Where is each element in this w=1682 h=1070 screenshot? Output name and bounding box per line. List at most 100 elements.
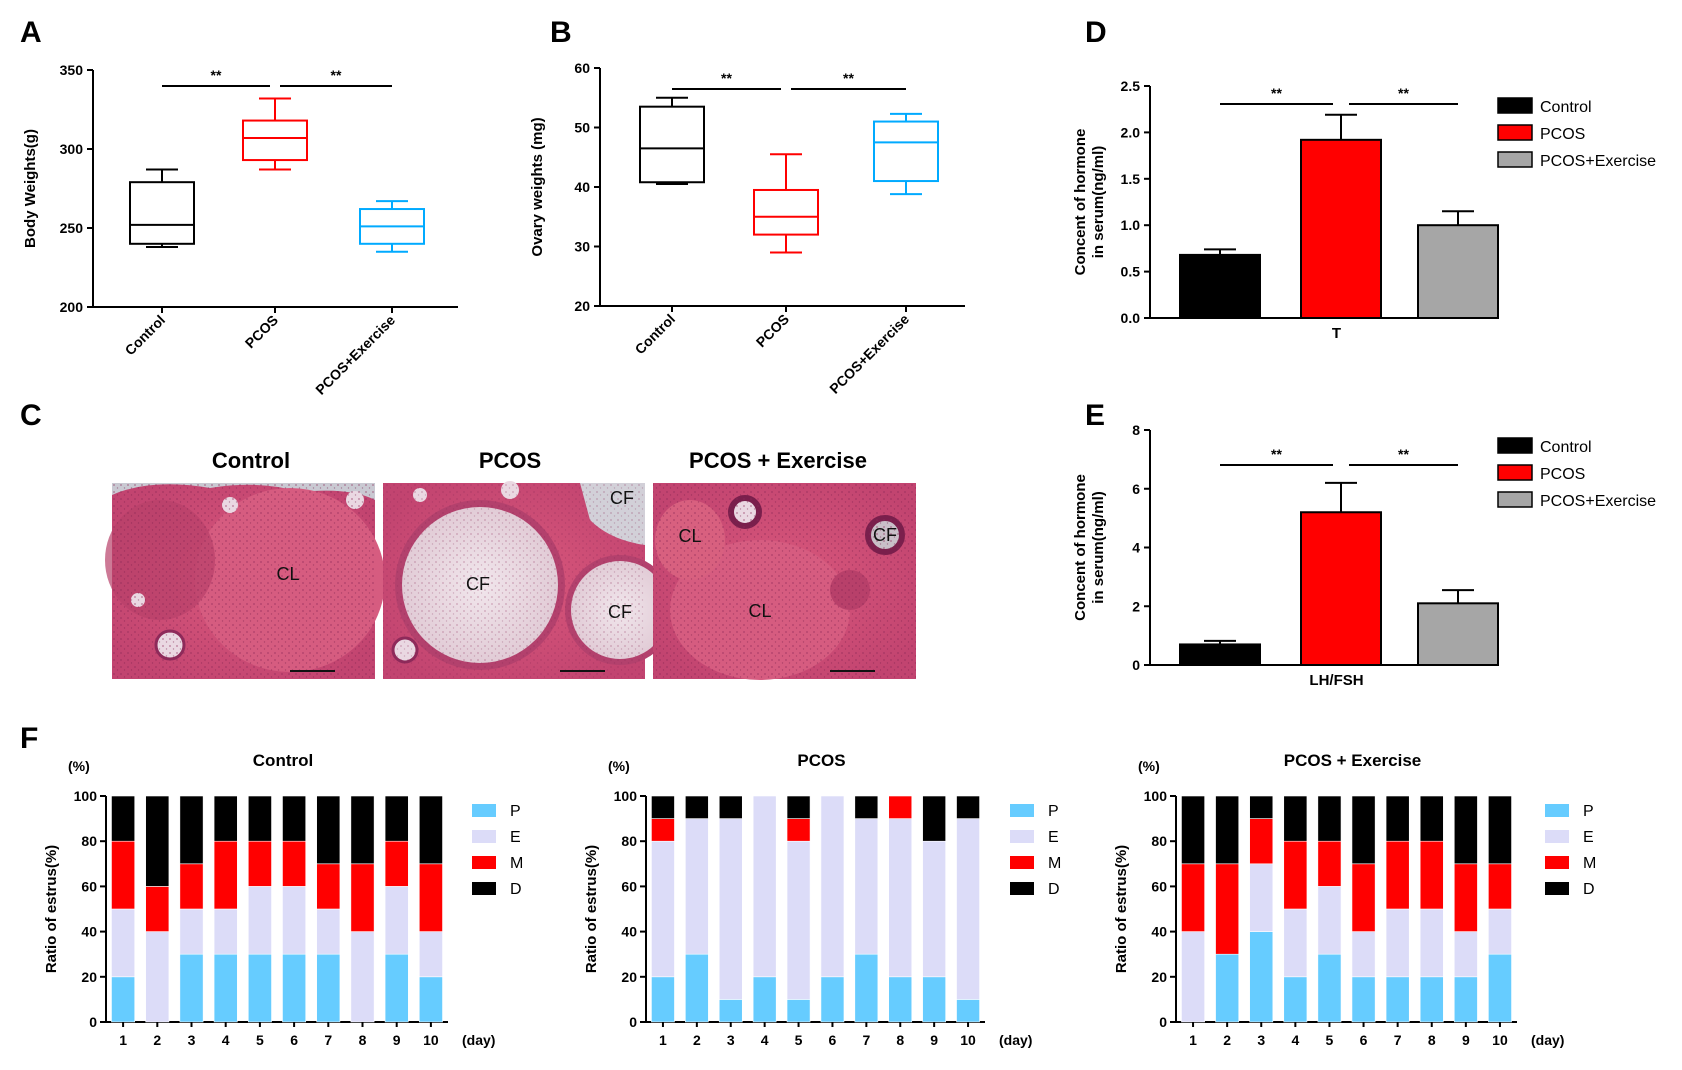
legend-label: M — [510, 855, 523, 872]
bar-segment-e — [1181, 931, 1205, 1023]
bar-segment-d — [1419, 795, 1444, 842]
x-tick-label: 7 — [324, 1032, 332, 1048]
testosterone-bar-chart: 0.0 0.5 1.0 1.5 2.0 2.5 Concent of hormone in s… — [1072, 78, 1656, 342]
bar-segment-p — [316, 953, 341, 1023]
y-tick-label: 20 — [81, 969, 97, 985]
legend-label: Control — [1540, 439, 1592, 456]
bar-segment-p — [1215, 953, 1240, 1023]
bar-segment-p — [111, 976, 136, 1023]
estrus-control-chart: 0 20 40 60 80 100 (%) Control Ratio of estrus(%)… — [43, 751, 523, 1048]
legend-swatch — [1010, 882, 1034, 895]
y-tick-label: 0 — [89, 1014, 97, 1030]
bar-segment-e — [752, 795, 777, 978]
bar-segment-d — [956, 795, 980, 819]
x-unit-label: (day) — [1531, 1032, 1564, 1048]
bar-segment-e — [247, 886, 272, 955]
bar-pcos — [1300, 511, 1382, 666]
legend-label: PCOS — [1540, 466, 1585, 483]
x-tick-label: 2 — [693, 1032, 701, 1048]
legend-swatch — [1497, 151, 1533, 168]
legend-swatch — [1497, 437, 1533, 454]
x-tick-label: 1 — [1189, 1032, 1197, 1048]
y-unit-label: (%) — [1138, 758, 1160, 774]
x-tick-label: 6 — [829, 1032, 837, 1048]
legend-label: PCOS+Exercise — [1540, 493, 1656, 510]
x-unit-label: (day) — [462, 1032, 495, 1048]
x-axis-label: LH/FSH — [1309, 672, 1363, 689]
bar-segment-d — [718, 795, 743, 819]
bar-segment-p — [718, 999, 743, 1023]
ovary-weight-boxplot: 20 30 40 50 60 Ovary weights (mg) Control PCOS P… — [529, 60, 965, 397]
bar-segment-m — [247, 840, 272, 887]
legend-label: D — [1583, 881, 1595, 898]
bar-segment-m — [213, 840, 238, 910]
bar-segment-m — [350, 863, 375, 932]
bar-segment-m — [1385, 840, 1410, 910]
x-tick-label: 9 — [1462, 1032, 1470, 1048]
bar-segment-e — [786, 840, 811, 1000]
y-axis-label: Ratio of estrus(%) — [43, 845, 60, 973]
x-tick-label: 9 — [393, 1032, 401, 1048]
y-tick-label: 6 — [1132, 481, 1140, 497]
bar-segment-p — [1283, 976, 1308, 1023]
bar-segment-p — [384, 953, 409, 1023]
bar-segment-p — [1453, 976, 1478, 1023]
y-tick-label: 2.5 — [1121, 78, 1141, 94]
legend-swatch — [1010, 804, 1034, 817]
legend-swatch — [1497, 491, 1533, 508]
legend-label: E — [510, 829, 521, 846]
significance-label: ** — [843, 70, 854, 86]
bar-segment-e — [282, 886, 307, 955]
y-tick-label: 40 — [621, 924, 637, 940]
bar-segment-d — [1453, 795, 1478, 865]
bar-segment-e — [1453, 931, 1478, 978]
bar-segment-p — [685, 953, 709, 1023]
bar-segment-m — [1249, 818, 1274, 865]
y-tick-label: 50 — [574, 120, 590, 136]
y-tick-label: 60 — [621, 878, 637, 894]
bar-segment-p — [1249, 931, 1274, 1023]
x-tick-label: 4 — [1291, 1032, 1299, 1048]
bar-segment-e — [922, 840, 946, 978]
x-tick-label: 10 — [960, 1032, 976, 1048]
legend-label: PCOS+Exercise — [1540, 153, 1656, 170]
bar-pcos — [1300, 138, 1382, 319]
bar-segment-d — [854, 795, 879, 819]
bar-segment-e — [888, 818, 913, 978]
legend-label: P — [1048, 803, 1059, 820]
x-tick-label: 8 — [896, 1032, 904, 1048]
y-tick-label: 4 — [1132, 540, 1140, 556]
y-tick-label: 100 — [1144, 788, 1168, 804]
x-tick-label: 2 — [1223, 1032, 1231, 1048]
panel-label-a: A — [20, 16, 42, 49]
y-tick-label: 250 — [60, 220, 84, 236]
legend-label: PCOS — [1540, 126, 1585, 143]
panel-label-c: C — [20, 399, 42, 432]
y-tick-label: 80 — [621, 833, 637, 849]
bar-control — [1179, 643, 1261, 666]
label-corpus-luteum-1: CL — [678, 526, 701, 546]
y-tick-label: 200 — [60, 299, 84, 315]
bar-segment-d — [1181, 795, 1205, 865]
y-tick-label: 20 — [1151, 969, 1167, 985]
legend-swatch — [1497, 464, 1533, 481]
x-tick-label: 7 — [1394, 1032, 1402, 1048]
y-axis-label: Concent of hormone — [1072, 474, 1089, 621]
bar-segment-m — [384, 840, 409, 887]
y-tick-label: 1.0 — [1121, 217, 1141, 233]
panel-label-f: F — [20, 722, 38, 755]
label-corpus-luteum-2: CL — [748, 601, 771, 621]
bar-segment-m — [1453, 863, 1478, 932]
bar-segment-m — [282, 840, 307, 887]
bar-segment-d — [1215, 795, 1240, 865]
significance-label: ** — [1271, 446, 1282, 462]
x-tick-label: 3 — [1257, 1032, 1265, 1048]
x-tick-label: 5 — [1326, 1032, 1334, 1048]
y-tick-label: 80 — [81, 833, 97, 849]
bar-segment-e — [418, 931, 443, 978]
y-tick-label: 60 — [1151, 878, 1167, 894]
x-tick-label: 4 — [222, 1032, 230, 1048]
bar-segment-p — [922, 976, 946, 1023]
bar-segment-e — [1385, 908, 1410, 978]
